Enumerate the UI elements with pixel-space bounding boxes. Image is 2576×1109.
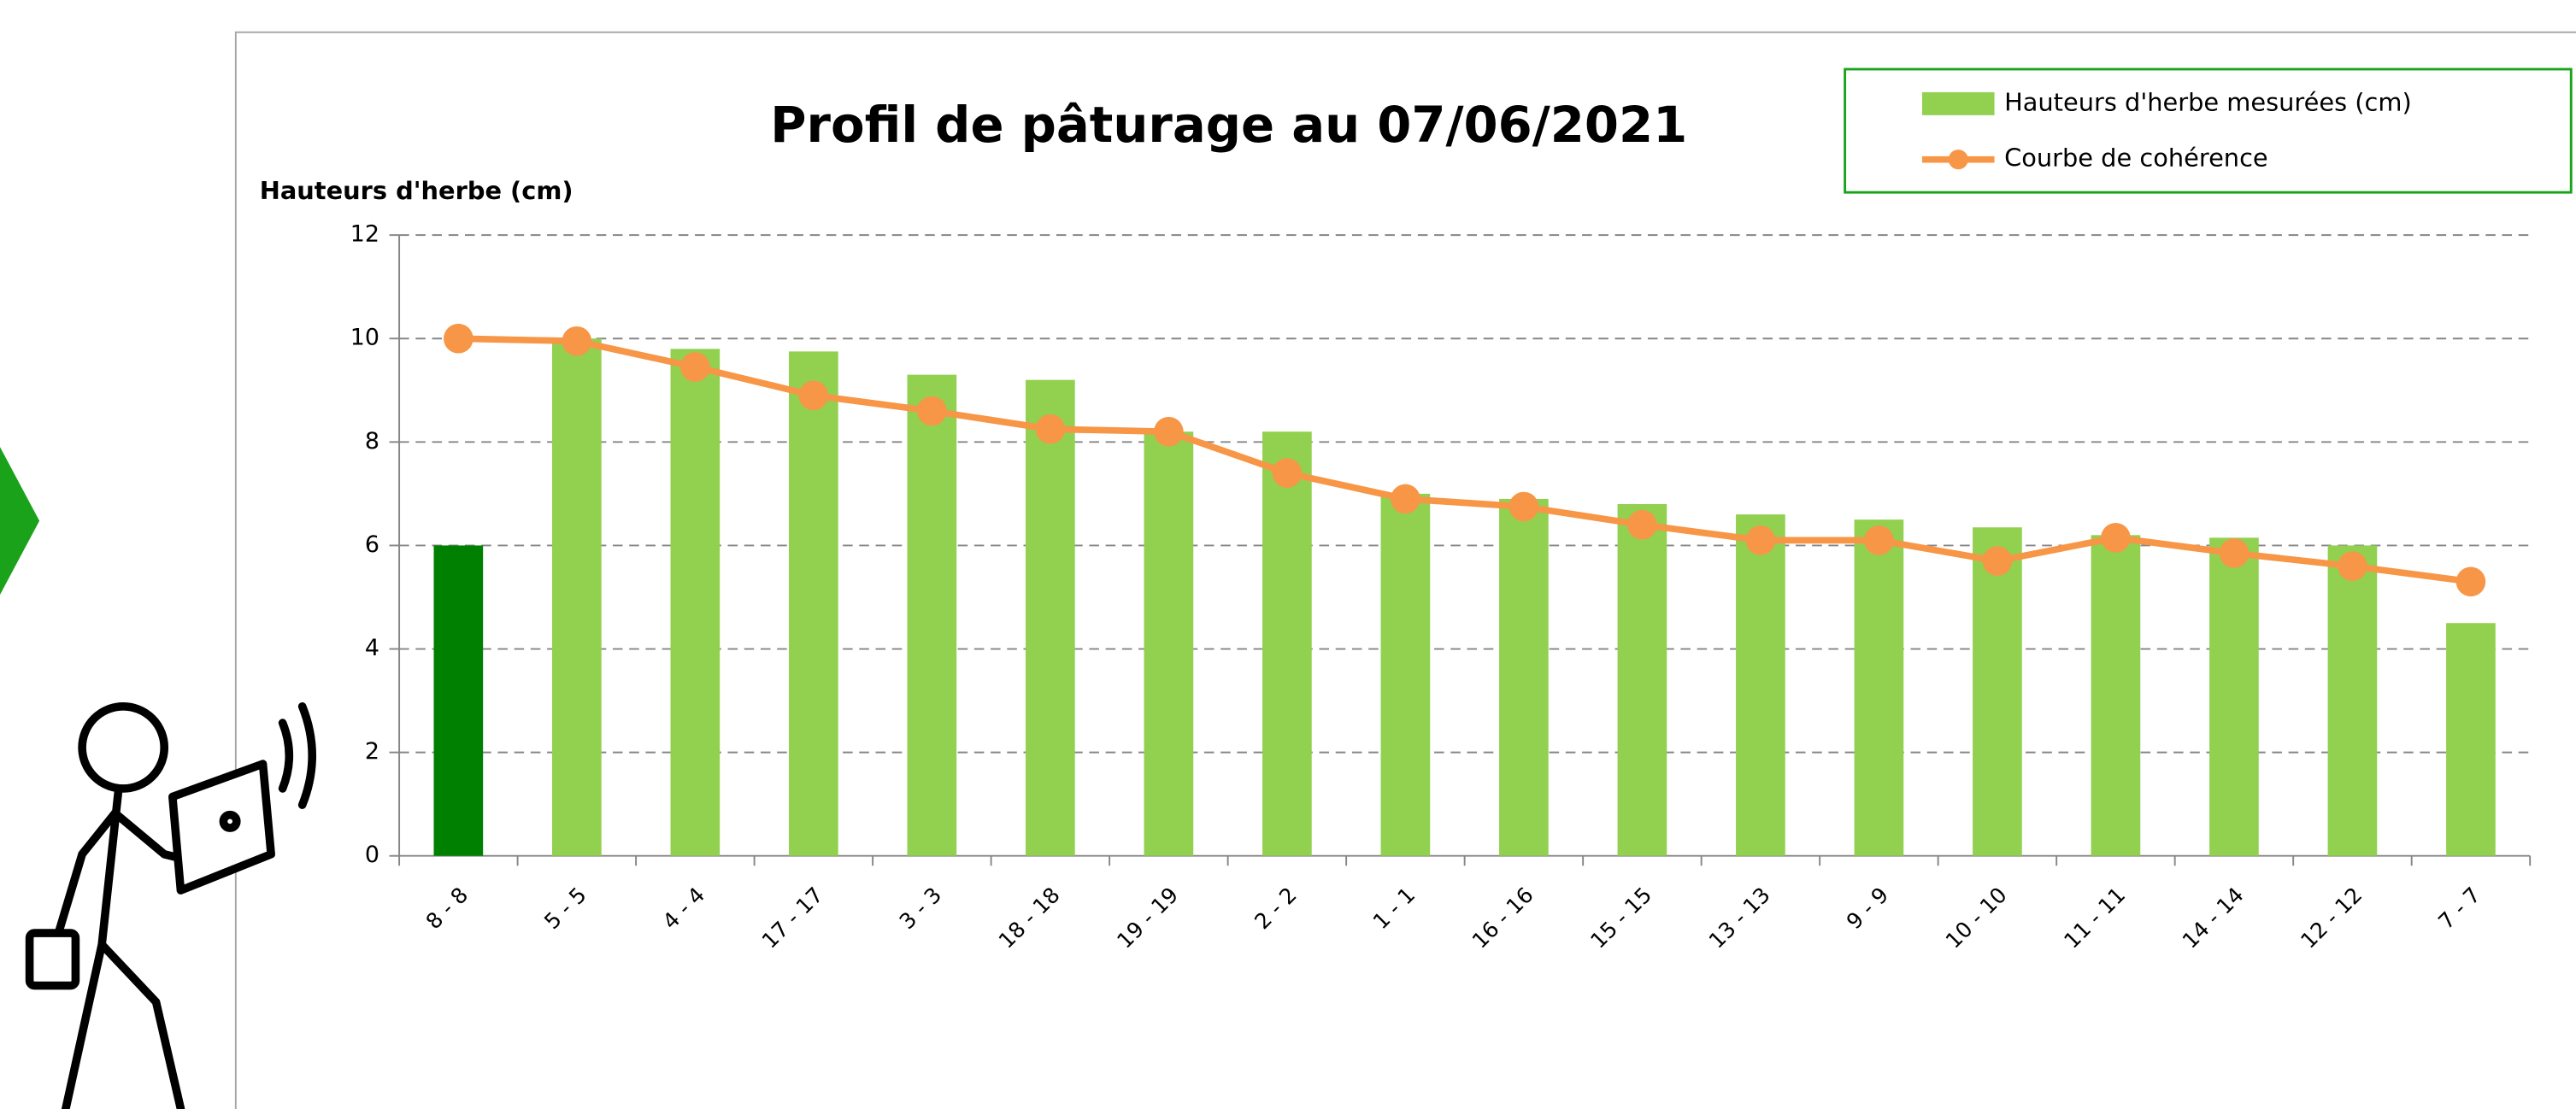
marker (1509, 492, 1539, 522)
legend-label: Hauteurs d'herbe mesurées (cm) (2004, 87, 2412, 116)
bar (2446, 623, 2496, 855)
bar (1262, 431, 1312, 856)
y-tick-label: 2 (365, 738, 379, 765)
bar (789, 351, 838, 855)
marker (1154, 417, 1184, 447)
legend-swatch (1922, 92, 1995, 115)
marker (1273, 458, 1303, 488)
bar (1381, 494, 1431, 856)
bar (1855, 519, 1904, 856)
bar (434, 545, 484, 855)
y-tick-label: 0 (365, 842, 379, 868)
bar (1618, 504, 1667, 856)
y-tick-label: 6 (365, 531, 379, 558)
marker (1391, 484, 1420, 514)
bar (1973, 527, 2022, 855)
legend-swatch (1949, 150, 1968, 169)
marker (1627, 510, 1657, 540)
bar (1026, 380, 1075, 856)
marker (1746, 525, 1776, 555)
screenshot: Profil de pâturage au 07/06/2021 Hauteur… (0, 0, 2576, 1109)
marker (1864, 525, 1894, 555)
marker (2456, 567, 2486, 597)
bar (552, 338, 602, 855)
y-tick-label: 8 (365, 428, 379, 455)
marker (2220, 538, 2250, 568)
arrow (0, 447, 39, 595)
y-axis-title: Hauteurs d'herbe (cm) (260, 176, 573, 205)
marker (562, 326, 592, 356)
y-tick-label: 10 (350, 325, 379, 351)
marker (1036, 414, 1066, 444)
bar (2091, 535, 2141, 855)
marker (2101, 523, 2131, 553)
chart-title: Profil de pâturage au 07/06/2021 (770, 96, 1687, 154)
marker (1983, 546, 2013, 576)
marker (917, 396, 947, 426)
bar (1736, 514, 1785, 856)
marker (444, 324, 473, 354)
bar (2328, 545, 2378, 855)
bar (1144, 431, 1194, 856)
y-tick-label: 12 (350, 221, 379, 248)
y-tick-label: 4 (365, 635, 379, 661)
marker (2338, 551, 2367, 581)
bar (2209, 537, 2259, 855)
bar (908, 375, 957, 856)
marker (680, 352, 710, 382)
bar (1499, 499, 1549, 856)
legend-label: Courbe de cohérence (2004, 144, 2268, 173)
bar (671, 349, 720, 855)
marker (799, 381, 829, 411)
